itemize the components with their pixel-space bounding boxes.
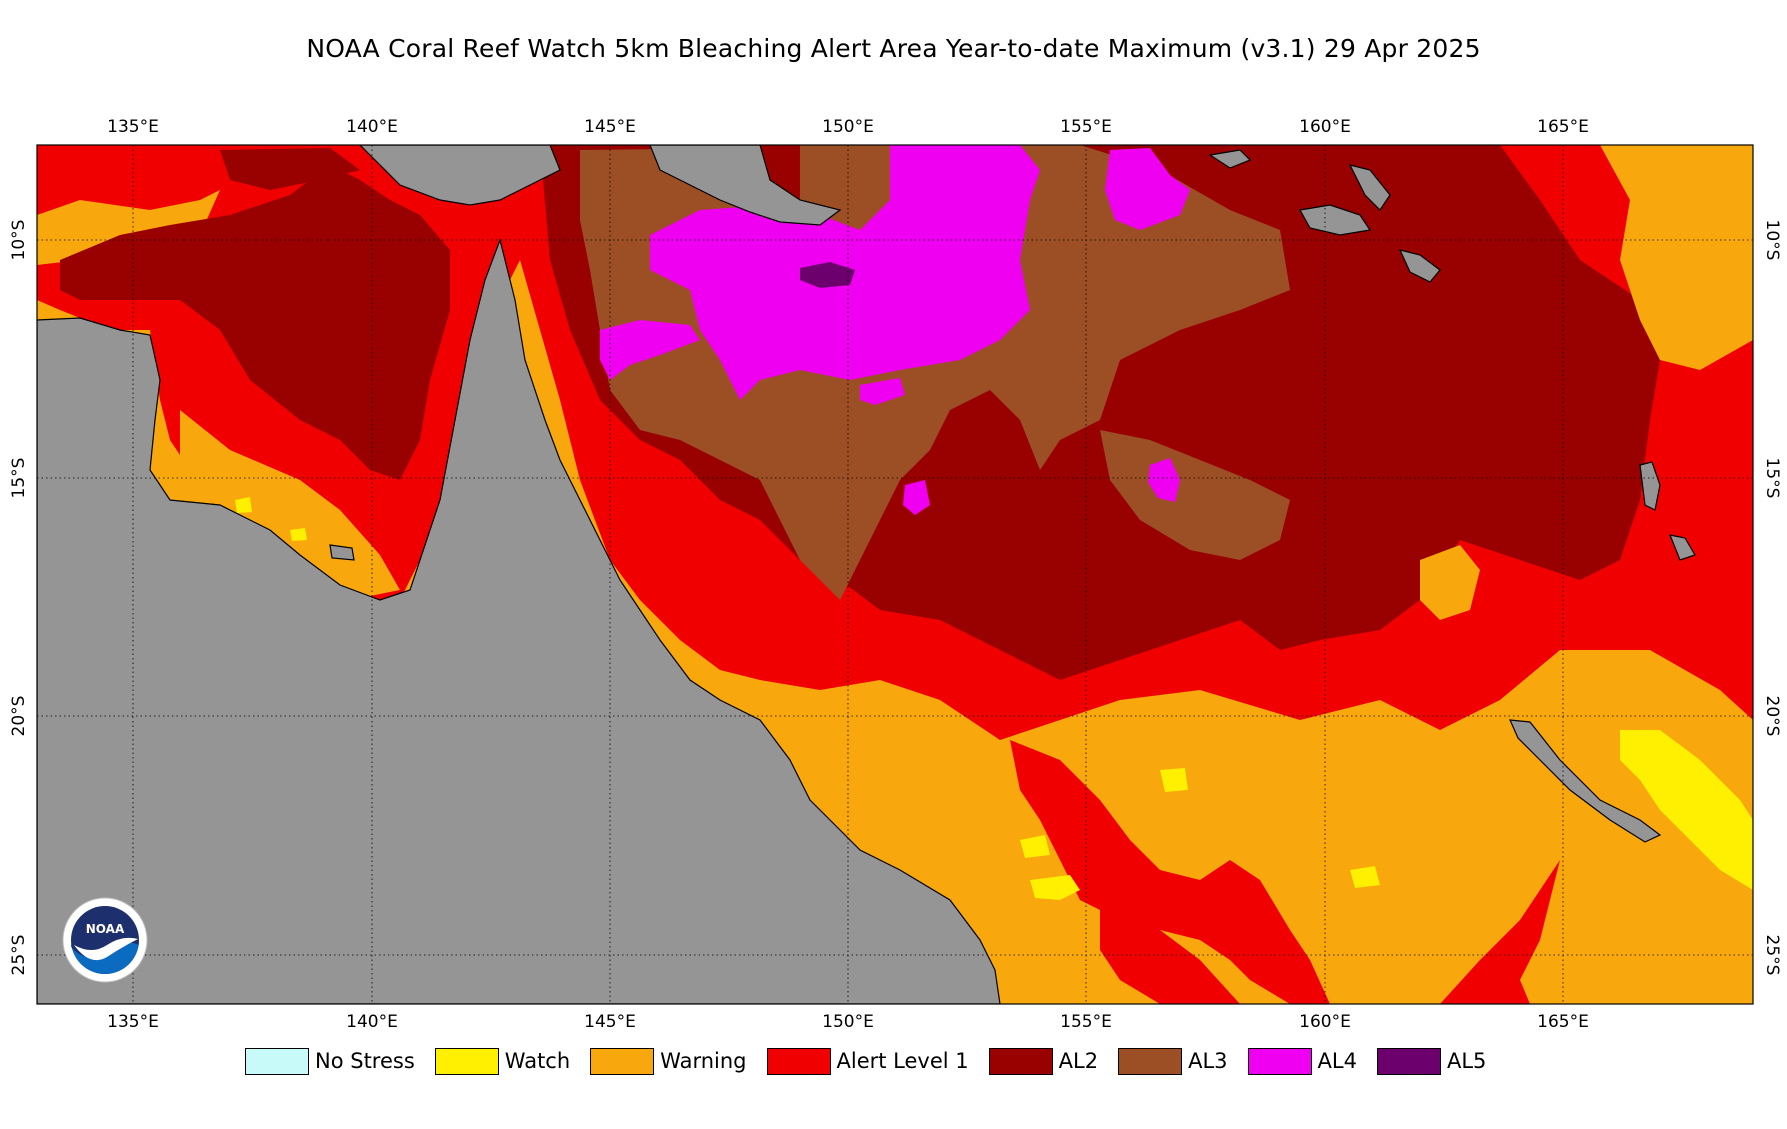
lon-label-bottom-140: 140°E bbox=[346, 1012, 398, 1032]
top-lon-labels: 135°E 140°E 145°E 150°E 155°E 160°E 165°… bbox=[107, 117, 1589, 137]
watch-patch-1 bbox=[1160, 768, 1188, 792]
legend-item-al3: AL3 bbox=[1118, 1047, 1228, 1075]
lat-label-right-25: 25°S bbox=[1762, 935, 1782, 976]
lat-label-right-20: 20°S bbox=[1762, 696, 1782, 737]
legend-item-al5: AL5 bbox=[1376, 1047, 1487, 1075]
lon-label-top-140: 140°E bbox=[346, 117, 398, 137]
legend-swatch-no-stress bbox=[245, 1047, 309, 1075]
map-title: NOAA Coral Reef Watch 5km Bleaching Aler… bbox=[306, 34, 1481, 63]
noaa-logo: NOAA bbox=[62, 897, 148, 983]
lon-label-bottom-160: 160°E bbox=[1299, 1012, 1351, 1032]
legend-item-al2: AL2 bbox=[988, 1047, 1099, 1075]
legend-item-alert-level-1: Alert Level 1 bbox=[766, 1047, 969, 1075]
watch-patch-2 bbox=[1030, 875, 1080, 900]
watch-patch-5 bbox=[290, 528, 307, 541]
south-alert1-lower bbox=[1100, 900, 1240, 1004]
watch-patch-3 bbox=[1020, 835, 1050, 858]
gulf-al2-area bbox=[60, 165, 450, 480]
gulf-warning-patch bbox=[37, 190, 220, 265]
legend-label-al2: AL2 bbox=[1058, 1049, 1099, 1073]
legend-swatch-al4 bbox=[1247, 1047, 1312, 1075]
legend-label-al4: AL4 bbox=[1317, 1049, 1357, 1073]
al4-ne-patch bbox=[1105, 148, 1190, 230]
al4-small-patch-3 bbox=[860, 378, 905, 405]
papua-new-guinea bbox=[359, 145, 561, 206]
east-warning-mid bbox=[1420, 545, 1480, 620]
noaa-logo-text: NOAA bbox=[86, 922, 125, 936]
lat-label-right-10: 10°S bbox=[1762, 220, 1782, 261]
south-alert1-band bbox=[1010, 740, 1330, 1004]
al4-small-patch bbox=[1148, 458, 1180, 502]
png-east-landmass bbox=[649, 145, 842, 226]
al3-east-patch bbox=[1100, 430, 1290, 560]
lon-label-bottom-155: 155°E bbox=[1060, 1012, 1112, 1032]
south-east-alert1 bbox=[1440, 860, 1560, 1004]
map-fill bbox=[37, 145, 1753, 1004]
legend-swatch-al3 bbox=[1118, 1047, 1183, 1075]
map-frame bbox=[36, 144, 1754, 1005]
new-britain bbox=[1208, 149, 1252, 169]
legend-swatch-warning bbox=[590, 1047, 655, 1075]
lat-label-left-15: 15°S bbox=[9, 458, 29, 499]
lon-label-top-145: 145°E bbox=[584, 117, 636, 137]
lon-label-top-155: 155°E bbox=[1060, 117, 1112, 137]
lon-label-top-150: 150°E bbox=[822, 117, 874, 137]
australia-landmass bbox=[37, 237, 1001, 1004]
solomon-islands-1 bbox=[1299, 204, 1372, 236]
legend-label-warning: Warning bbox=[660, 1049, 747, 1073]
lon-label-bottom-150: 150°E bbox=[822, 1012, 874, 1032]
al4-small-patch-2 bbox=[903, 480, 930, 515]
lon-label-top-135: 135°E bbox=[107, 117, 159, 137]
lon-label-top-165: 165°E bbox=[1537, 117, 1589, 137]
lat-label-left-10: 10°S bbox=[9, 220, 29, 261]
vanuatu-2 bbox=[1669, 534, 1696, 561]
solomon-islands-2 bbox=[1348, 164, 1391, 211]
legend-label-watch: Watch bbox=[504, 1049, 571, 1073]
bottom-lon-labels: 135°E 140°E 145°E 150°E 155°E 160°E 165°… bbox=[107, 1012, 1589, 1032]
lat-label-left-20: 20°S bbox=[9, 696, 29, 737]
lon-label-bottom-165: 165°E bbox=[1537, 1012, 1589, 1032]
lon-label-bottom-145: 145°E bbox=[584, 1012, 636, 1032]
al4-west-patch bbox=[600, 320, 700, 380]
legend-label-alert-level-1: Alert Level 1 bbox=[836, 1049, 969, 1073]
watch-patch-6 bbox=[235, 497, 252, 513]
gulf-al2-north bbox=[220, 148, 360, 190]
lat-label-right-15: 15°S bbox=[1762, 458, 1782, 499]
legend-label-no-stress: No Stress bbox=[315, 1049, 415, 1073]
vanuatu-1 bbox=[1639, 461, 1661, 511]
legend-item-no-stress: No Stress bbox=[245, 1047, 415, 1075]
lon-label-top-160: 160°E bbox=[1299, 117, 1351, 137]
legend-item-al4: AL4 bbox=[1247, 1047, 1357, 1075]
cape-york-islands bbox=[329, 544, 355, 561]
legend-label-al5: AL5 bbox=[1446, 1049, 1487, 1073]
watch-patch-4 bbox=[1350, 866, 1380, 888]
new-caledonia bbox=[1509, 719, 1662, 843]
legend-swatch-watch bbox=[434, 1047, 499, 1075]
left-lat-labels: 10°S 15°S 20°S 25°S bbox=[9, 220, 29, 976]
east-warning-islands bbox=[1600, 145, 1753, 370]
lon-label-bottom-135: 135°E bbox=[107, 1012, 159, 1032]
legend-label-al3: AL3 bbox=[1188, 1049, 1228, 1073]
legend-swatch-al2 bbox=[988, 1047, 1053, 1075]
legend: No Stress Watch Warning Alert Level 1 AL… bbox=[245, 1046, 1506, 1076]
legend-item-watch: Watch bbox=[434, 1047, 571, 1075]
legend-swatch-alert-level-1 bbox=[766, 1047, 831, 1075]
gridlines bbox=[37, 145, 1753, 1004]
right-lat-labels: 10°S 15°S 20°S 25°S bbox=[1762, 220, 1782, 976]
lat-label-left-25: 25°S bbox=[9, 935, 29, 976]
al5-patch bbox=[800, 262, 855, 288]
solomon-islands-3 bbox=[1398, 249, 1441, 283]
legend-item-warning: Warning bbox=[590, 1047, 747, 1075]
legend-swatch-al5 bbox=[1376, 1047, 1441, 1075]
watch-patch-east bbox=[1620, 730, 1753, 890]
